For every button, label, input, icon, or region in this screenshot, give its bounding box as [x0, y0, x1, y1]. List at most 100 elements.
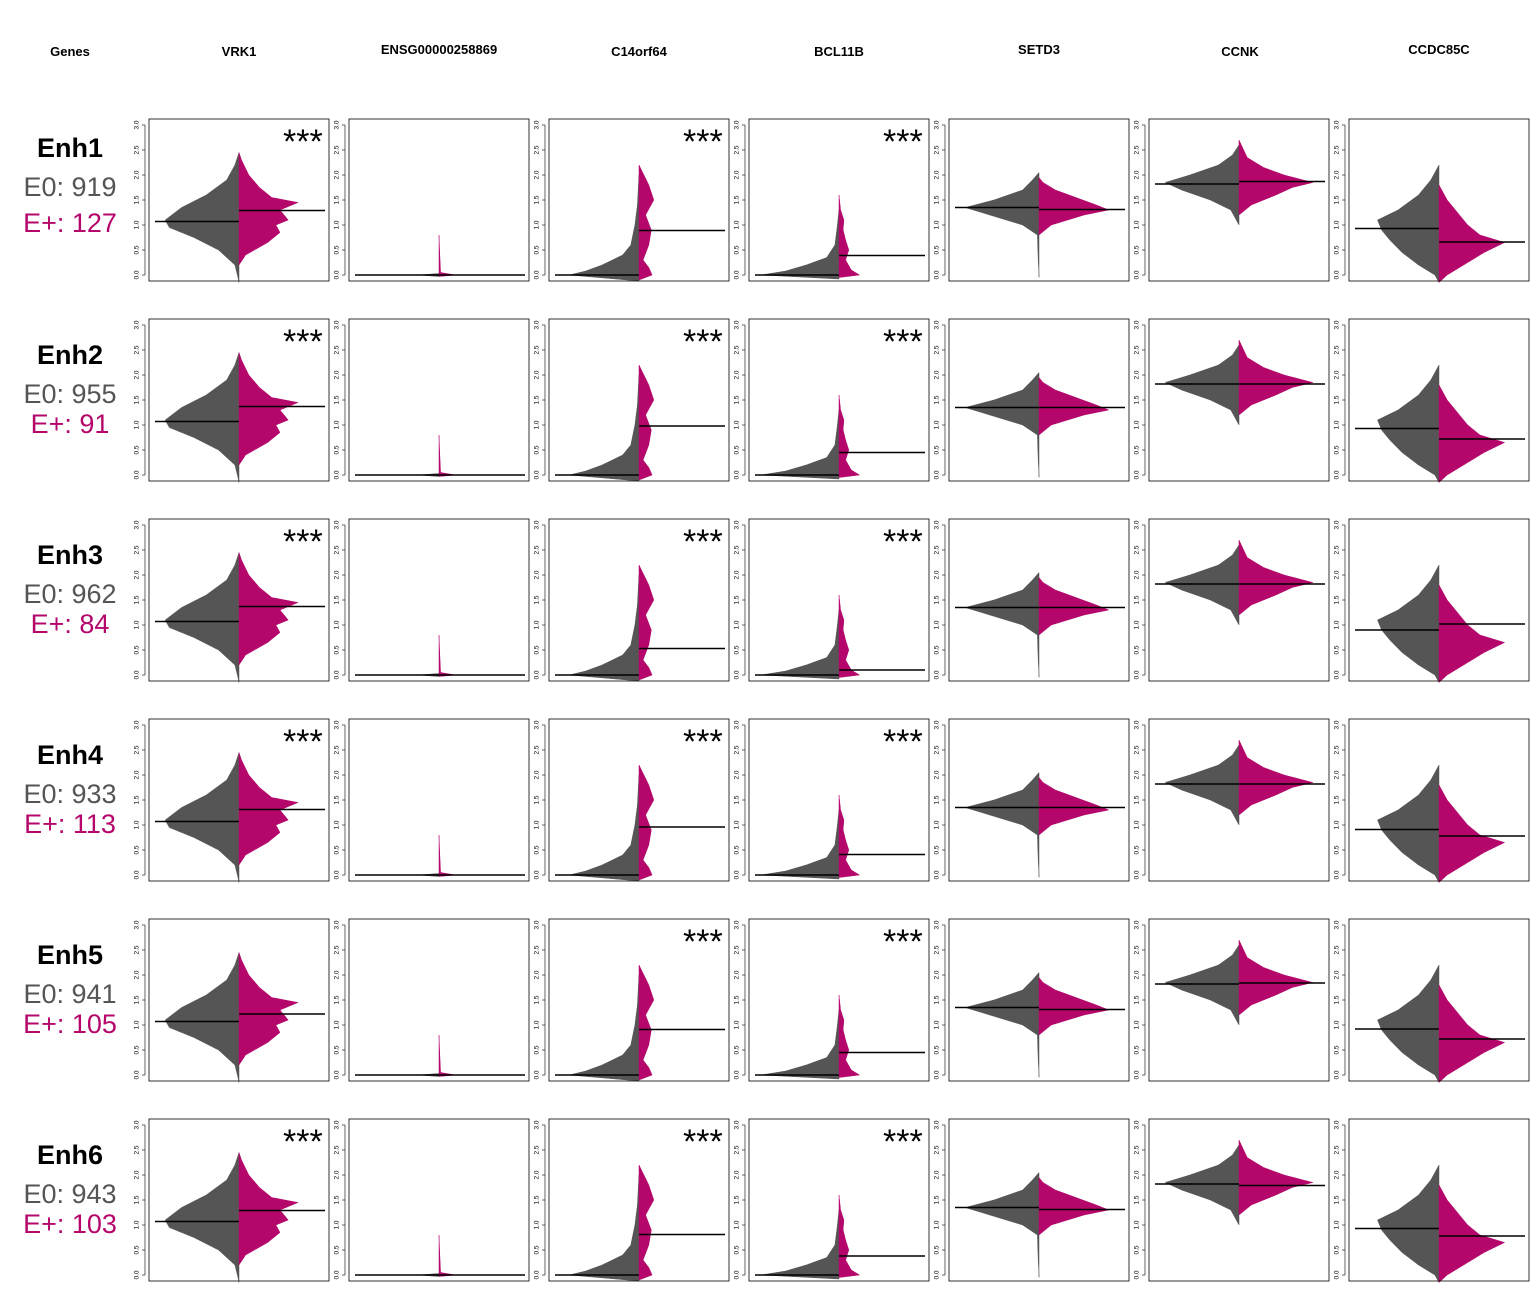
y-tick-label: 0.5 [534, 245, 541, 254]
panel-frame [948, 1118, 1130, 1282]
y-tick-label: 0.5 [934, 1045, 941, 1054]
y-tick-label: 3.0 [1134, 720, 1141, 729]
y-tick-label: 1.0 [134, 220, 141, 229]
significance-stars: *** [283, 1123, 323, 1161]
violin-e0 [1377, 1164, 1440, 1283]
y-tick-label: 3.0 [534, 1120, 541, 1129]
panel-frame [348, 118, 530, 282]
y-tick-label: 1.5 [934, 995, 941, 1004]
y-tick-label: 1.5 [334, 195, 341, 204]
violin-panel: 0.0 0.5 1.0 1.5 2.0 2.5 3.0 *** [534, 118, 730, 282]
y-tick-label: 1.0 [734, 220, 741, 229]
y-tick-label: 2.0 [134, 570, 141, 579]
violin-eplus [838, 594, 860, 678]
row-label-enh5: Enh5 E0: 941 E+: 105 [0, 940, 140, 1039]
gene-header-setd3: SETD3 [1018, 42, 1060, 57]
violin-eplus [1438, 1184, 1505, 1283]
y-tick-label: 3.0 [734, 720, 741, 729]
y-tick-label: 0.5 [134, 645, 141, 654]
y-tick-label: 1.5 [134, 795, 141, 804]
violin-panel: 0.0 0.5 1.0 1.5 2.0 2.5 3.0 [134, 918, 330, 1083]
y-tick-label: 0.5 [934, 845, 941, 854]
violin-e0 [569, 974, 640, 1082]
panel-frame [1148, 318, 1330, 482]
violin-panel: 0.0 0.5 1.0 1.5 2.0 2.5 3.0 *** [134, 318, 330, 483]
y-tick-label: 1.0 [934, 1220, 941, 1229]
eplus-count: E+: 127 [23, 208, 117, 238]
y-tick-label: 3.0 [134, 1120, 141, 1129]
y-tick-label: 1.5 [334, 395, 341, 404]
y-tick-label: 2.5 [1334, 145, 1341, 154]
y-tick-label: 0.5 [934, 445, 941, 454]
y-tick-label: 1.0 [134, 820, 141, 829]
violin-eplus [638, 1164, 655, 1281]
y-tick-label: 2.0 [1334, 970, 1341, 979]
y-tick-label: 1.5 [734, 395, 741, 404]
panel-frame [1348, 518, 1530, 682]
y-tick-label: 1.0 [1334, 420, 1341, 429]
violin-panel: 0.0 0.5 1.0 1.5 2.0 2.5 3.0 [334, 118, 530, 282]
y-tick-label: 2.0 [1334, 570, 1341, 579]
y-tick-label: 0.0 [1334, 1270, 1341, 1279]
panel-frame [348, 718, 530, 882]
y-tick-label: 1.0 [1134, 1220, 1141, 1229]
y-tick-label: 1.0 [334, 420, 341, 429]
panel-frame [348, 1118, 530, 1282]
violin-e0 [1164, 544, 1240, 626]
y-tick-label: 1.0 [1334, 220, 1341, 229]
y-tick-label: 0.0 [1134, 270, 1141, 279]
enhancer-name: Enh6 [36, 1140, 103, 1170]
violin-panel: 0.0 0.5 1.0 1.5 2.0 2.5 3.0 *** [734, 918, 930, 1082]
y-tick-label: 0.0 [1134, 670, 1141, 679]
y-tick-label: 2.0 [934, 1170, 941, 1179]
y-tick-label: 0.0 [534, 470, 541, 479]
violin-panel: 0.0 0.5 1.0 1.5 2.0 2.5 3.0 [334, 1118, 530, 1282]
y-tick-label: 3.0 [934, 920, 941, 929]
y-tick-label: 1.0 [534, 1220, 541, 1229]
violin-panel: 0.0 0.5 1.0 1.5 2.0 2.5 3.0 [1334, 518, 1530, 683]
violin-eplus [638, 964, 655, 1081]
y-tick-label: 0.0 [934, 270, 941, 279]
violin-panel: 0.0 0.5 1.0 1.5 2.0 2.5 3.0 *** [734, 118, 930, 282]
panel-frame [148, 918, 330, 1082]
panel-frame [548, 518, 730, 682]
enhancer-name: Enh2 [36, 340, 103, 370]
y-tick-label: 0.0 [734, 870, 741, 879]
panel-frame [148, 118, 330, 282]
y-tick-label: 1.5 [1134, 395, 1141, 404]
y-tick-label: 2.0 [134, 1170, 141, 1179]
y-tick-label: 2.5 [534, 1145, 541, 1154]
y-tick-label: 3.0 [1334, 920, 1341, 929]
y-tick-label: 1.5 [534, 195, 541, 204]
y-tick-label: 0.0 [534, 670, 541, 679]
y-tick-label: 3.0 [534, 720, 541, 729]
y-tick-label: 1.5 [534, 395, 541, 404]
y-tick-label: 2.5 [1334, 1145, 1341, 1154]
y-tick-label: 2.0 [934, 970, 941, 979]
y-tick-label: 0.5 [134, 845, 141, 854]
violin-e0 [1377, 564, 1440, 683]
y-tick-label: 2.5 [334, 145, 341, 154]
violin-panel: 0.0 0.5 1.0 1.5 2.0 2.5 3.0 [1134, 718, 1330, 882]
y-tick-label: 0.0 [934, 670, 941, 679]
eplus-count: E+: 84 [30, 609, 110, 639]
e0-count: E0: 933 [23, 779, 117, 809]
y-tick-label: 0.0 [534, 870, 541, 879]
y-tick-label: 1.5 [134, 195, 141, 204]
y-tick-label: 0.5 [134, 1045, 141, 1054]
panel-frame [748, 518, 930, 682]
y-tick-label: 2.5 [134, 145, 141, 154]
violin-panel: 0.0 0.5 1.0 1.5 2.0 2.5 3.0 [1134, 318, 1330, 482]
y-tick-label: 0.0 [1334, 870, 1341, 879]
y-tick-label: 2.0 [1134, 370, 1141, 379]
violin-eplus [838, 194, 860, 278]
violin-panel: 0.0 0.5 1.0 1.5 2.0 2.5 3.0 *** [534, 1118, 730, 1282]
violin-e0 [760, 609, 840, 680]
y-tick-label: 2.0 [334, 370, 341, 379]
violin-eplus [1038, 177, 1109, 236]
panel-frame [548, 918, 730, 1082]
y-tick-label: 1.0 [934, 220, 941, 229]
y-tick-label: 0.0 [1334, 670, 1341, 679]
y-tick-label: 0.0 [934, 870, 941, 879]
y-tick-label: 2.5 [534, 545, 541, 554]
